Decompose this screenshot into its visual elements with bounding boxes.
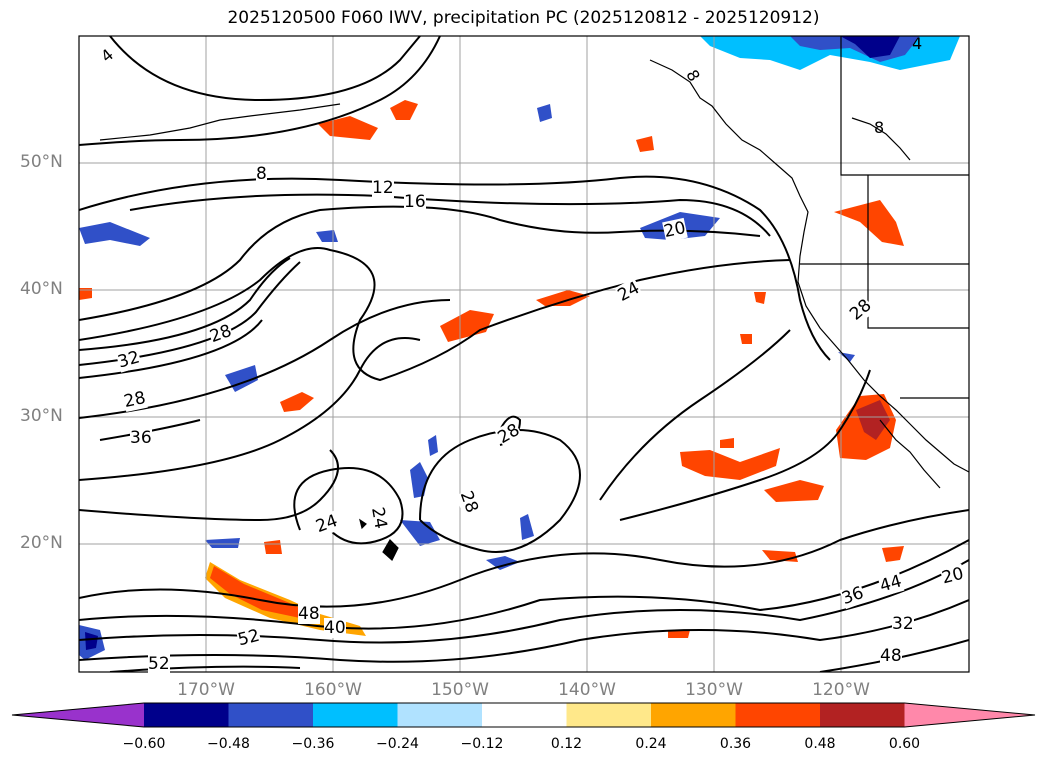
contour-label: 28 (455, 488, 482, 516)
colorbar-tick: 0.60 (888, 736, 921, 752)
contour-label: 8 (256, 164, 267, 184)
colorbar-tick: −0.12 (460, 736, 504, 752)
contour-label: 28 (207, 320, 235, 348)
colorbar-tick: −0.48 (207, 736, 250, 752)
contour-label: 52 (148, 654, 170, 674)
colorbar-tick: −0.36 (291, 736, 335, 752)
lon-label-120w: 120°W (812, 680, 870, 700)
contour-label: 24 (614, 278, 644, 306)
contour-label: 32 (115, 347, 142, 373)
contour-label: 32 (892, 614, 914, 634)
contour-label: 4 (97, 44, 118, 67)
contour-label: 36 (839, 582, 867, 610)
contour-label: 16 (404, 192, 426, 212)
contour-label: 48 (880, 646, 902, 666)
contour-label: 36 (130, 428, 152, 448)
lat-label-20n: 20°N (20, 533, 63, 553)
contour-label: 8 (874, 118, 885, 137)
contour-label: 48 (298, 604, 320, 624)
lon-label-170w: 170°W (177, 680, 235, 700)
colorbar-tick: 0.48 (804, 736, 836, 752)
contour-label: 28 (494, 419, 524, 449)
colorbar (11, 702, 1036, 728)
lon-label-150w: 150°W (431, 680, 489, 700)
lat-label-30n: 30°N (20, 406, 63, 426)
contour-label: 40 (324, 618, 346, 638)
map-panel (79, 36, 969, 672)
coastlines (99, 36, 969, 561)
lat-label-50n: 50°N (20, 152, 63, 172)
contour-label: 28 (122, 387, 148, 413)
colorbar-extend-right (904, 703, 1035, 727)
lon-label-130w: 130°W (685, 680, 743, 700)
contour-label: 52 (235, 625, 262, 651)
contour-label: 20 (939, 563, 966, 589)
colorbar-tick: −0.24 (376, 736, 419, 752)
map-frame (78, 35, 970, 673)
colorbar-tick: 0.24 (635, 736, 667, 752)
contour-label: 4 (912, 34, 923, 53)
contour-label: 28 (846, 295, 876, 325)
map-title: 2025120500 F060 IWV, precipitation PC (2… (227, 8, 820, 28)
colorbar-tick: 0.36 (719, 736, 752, 752)
contour-label: 8 (682, 66, 704, 85)
lon-label-160w: 160°W (304, 680, 362, 700)
lat-label-40n: 40°N (20, 279, 63, 299)
contour-label: 44 (877, 571, 904, 597)
contour-label: 24 (367, 505, 391, 531)
colorbar-extend-left (12, 703, 144, 727)
colorbar-tick: 0.12 (550, 736, 583, 752)
lon-label-140w: 140°W (558, 680, 616, 700)
contour-label: 24 (313, 510, 341, 538)
colorbar-tick: −0.60 (122, 736, 166, 752)
contour-label: 12 (372, 178, 394, 198)
contour-label: 20 (662, 217, 688, 243)
